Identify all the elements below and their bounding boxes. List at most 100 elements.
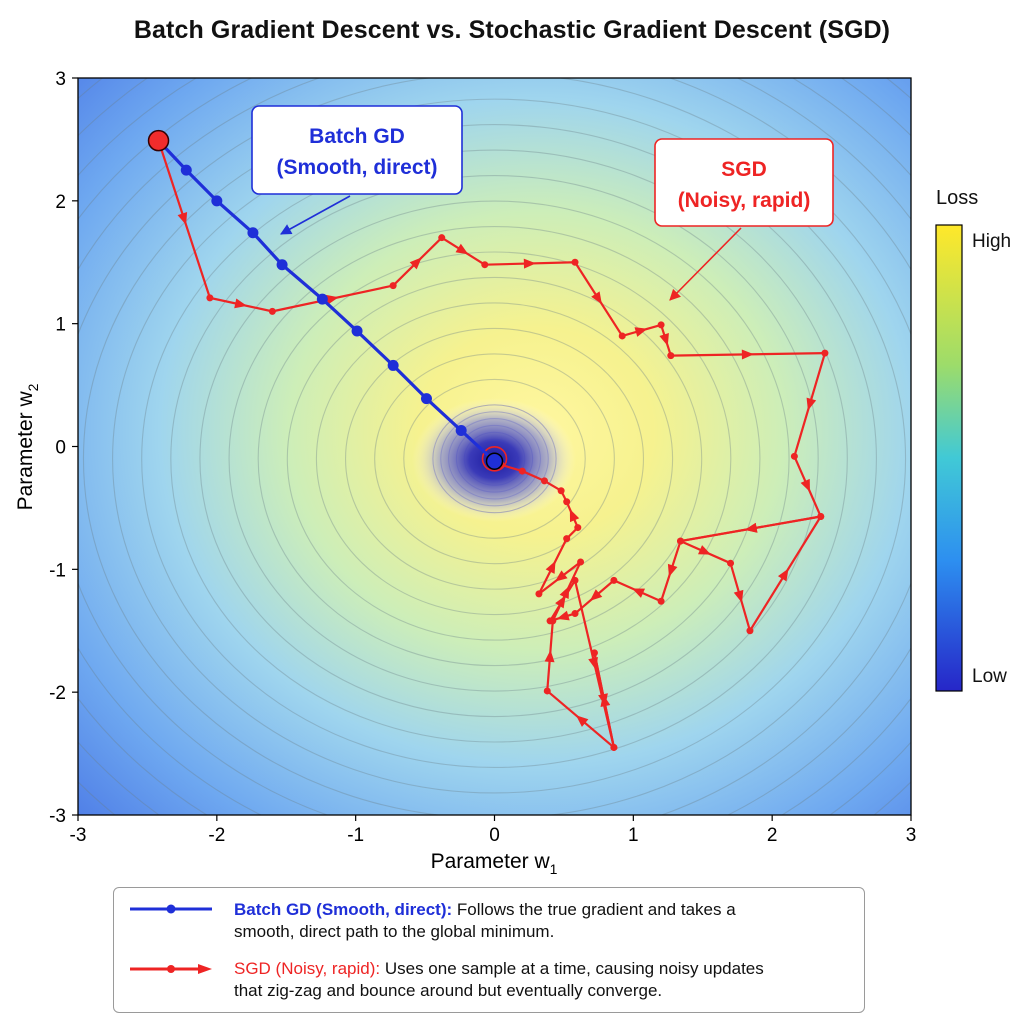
y-tick-label: -1 <box>49 560 66 581</box>
y-tick-label: 2 <box>55 192 66 213</box>
sgd-arrow <box>569 509 580 523</box>
sgd-arrow <box>544 649 555 663</box>
sgd-arrow <box>409 257 422 270</box>
contour-ring <box>286 276 703 641</box>
sgd-annotation-line1: SGD <box>721 158 767 181</box>
sgd-point <box>389 282 397 290</box>
contour-ring <box>83 98 906 815</box>
contour-ring <box>228 225 761 692</box>
sgd-point <box>667 352 675 360</box>
legend: Batch GD (Smooth, direct): Follows the t… <box>113 887 865 1013</box>
legend-sgd-swatch <box>130 964 212 974</box>
sgd-point <box>577 558 585 566</box>
x-tick-label: 2 <box>767 825 778 846</box>
y-axis-label: Parameter w2 <box>14 383 41 510</box>
legend-sgd-desc2: that zig-zag and bounce around but event… <box>234 981 663 1000</box>
sgd-arrow <box>632 588 646 598</box>
sgd-arrow <box>523 258 536 269</box>
sgd-point <box>540 477 548 485</box>
colorbar-title: Loss <box>936 187 979 209</box>
sgd-point <box>677 537 685 545</box>
sgd-arrow <box>234 298 247 309</box>
batch-point <box>455 425 467 437</box>
legend-batch-swatch <box>130 904 212 914</box>
sgd-point <box>821 349 829 357</box>
sgd-annotation: SGD (Noisy, rapid) <box>654 138 834 301</box>
x-tick-label: -1 <box>347 825 364 846</box>
minimum-point <box>485 452 504 470</box>
x-tick-label: 3 <box>906 825 917 846</box>
sgd-point <box>574 524 582 532</box>
series-layer <box>147 129 829 751</box>
sgd-point <box>610 743 618 751</box>
contour-ring <box>315 302 674 616</box>
sgd-point <box>571 258 579 266</box>
y-tick-label: -2 <box>49 683 66 704</box>
sgd-point <box>657 321 665 329</box>
batch-annotation-line2: (Smooth, direct) <box>277 156 438 179</box>
sgd-arrow <box>741 349 754 360</box>
sgd-point <box>543 687 551 695</box>
sgd-point <box>549 617 557 625</box>
sgd-arrow <box>800 478 810 492</box>
sgd-arrow <box>455 243 469 255</box>
contour-ring <box>112 124 877 794</box>
sgd-point <box>571 576 579 584</box>
sgd-point <box>268 307 276 315</box>
y-tick-label: 0 <box>55 438 66 459</box>
colorbar-low-label: Low <box>972 666 1007 687</box>
batch-point <box>351 325 363 337</box>
sgd-arrow <box>659 333 669 346</box>
y-tick-label: 1 <box>55 315 66 336</box>
contour-ring <box>344 327 645 590</box>
sgd-arrow <box>806 397 817 411</box>
x-tick-label: -3 <box>70 825 87 846</box>
sgd-point <box>535 590 543 598</box>
sgd-arrow <box>744 522 758 533</box>
sgd-point <box>518 467 526 475</box>
contour-ring <box>141 149 848 769</box>
x-tick-label: 0 <box>489 825 500 846</box>
sgd-arrow <box>733 589 744 603</box>
colorbar-high-label: High <box>972 231 1012 252</box>
legend-batch-label: Batch GD (Smooth, direct): <box>234 900 453 919</box>
sgd-point <box>727 559 735 567</box>
sgd-point <box>571 610 579 618</box>
batch-point <box>316 293 328 305</box>
legend-sgd-entry: SGD (Noisy, rapid): Uses one sample at a… <box>234 958 764 1002</box>
legend-sgd-label: SGD (Noisy, rapid): <box>234 959 381 978</box>
contour-ring <box>199 200 790 718</box>
y-tick-label: -3 <box>49 806 66 827</box>
sgd-point <box>563 535 571 543</box>
sgd-point <box>481 261 489 269</box>
contour-ring <box>170 175 819 743</box>
sgd-arrow <box>559 586 570 600</box>
sgd-arrow <box>698 545 712 555</box>
batch-point <box>180 164 192 176</box>
legend-batch-desc1: Follows the true gradient and takes a <box>452 900 736 919</box>
sgd-converge-ring <box>481 445 508 472</box>
sgd-arrow <box>554 570 568 582</box>
sgd-arrow <box>325 294 339 305</box>
sgd-arrow <box>576 715 589 727</box>
sgd-point <box>563 498 571 506</box>
sgd-arrow <box>598 693 608 707</box>
batch-annotation: Batch GD (Smooth, direct) <box>251 105 463 235</box>
sgd-arrow <box>591 291 602 305</box>
legend-batch-desc2: smooth, direct path to the global minimu… <box>234 922 555 941</box>
sgd-point <box>746 627 754 635</box>
contour-ring <box>257 251 732 667</box>
sgd-arrow <box>589 589 603 601</box>
colorbar <box>935 224 963 692</box>
sgd-annotation-line2: (Noisy, rapid) <box>678 189 811 212</box>
sgd-point <box>790 452 798 460</box>
legend-sgd-desc1: Uses one sample at a time, causing noisy… <box>380 959 764 978</box>
x-tick-label: -2 <box>208 825 225 846</box>
sgd-segment <box>521 470 545 482</box>
sgd-point <box>557 487 565 495</box>
batch-point <box>211 195 223 207</box>
sgd-point <box>610 576 618 584</box>
sgd-point <box>657 597 665 605</box>
sgd-arrow <box>545 560 556 574</box>
